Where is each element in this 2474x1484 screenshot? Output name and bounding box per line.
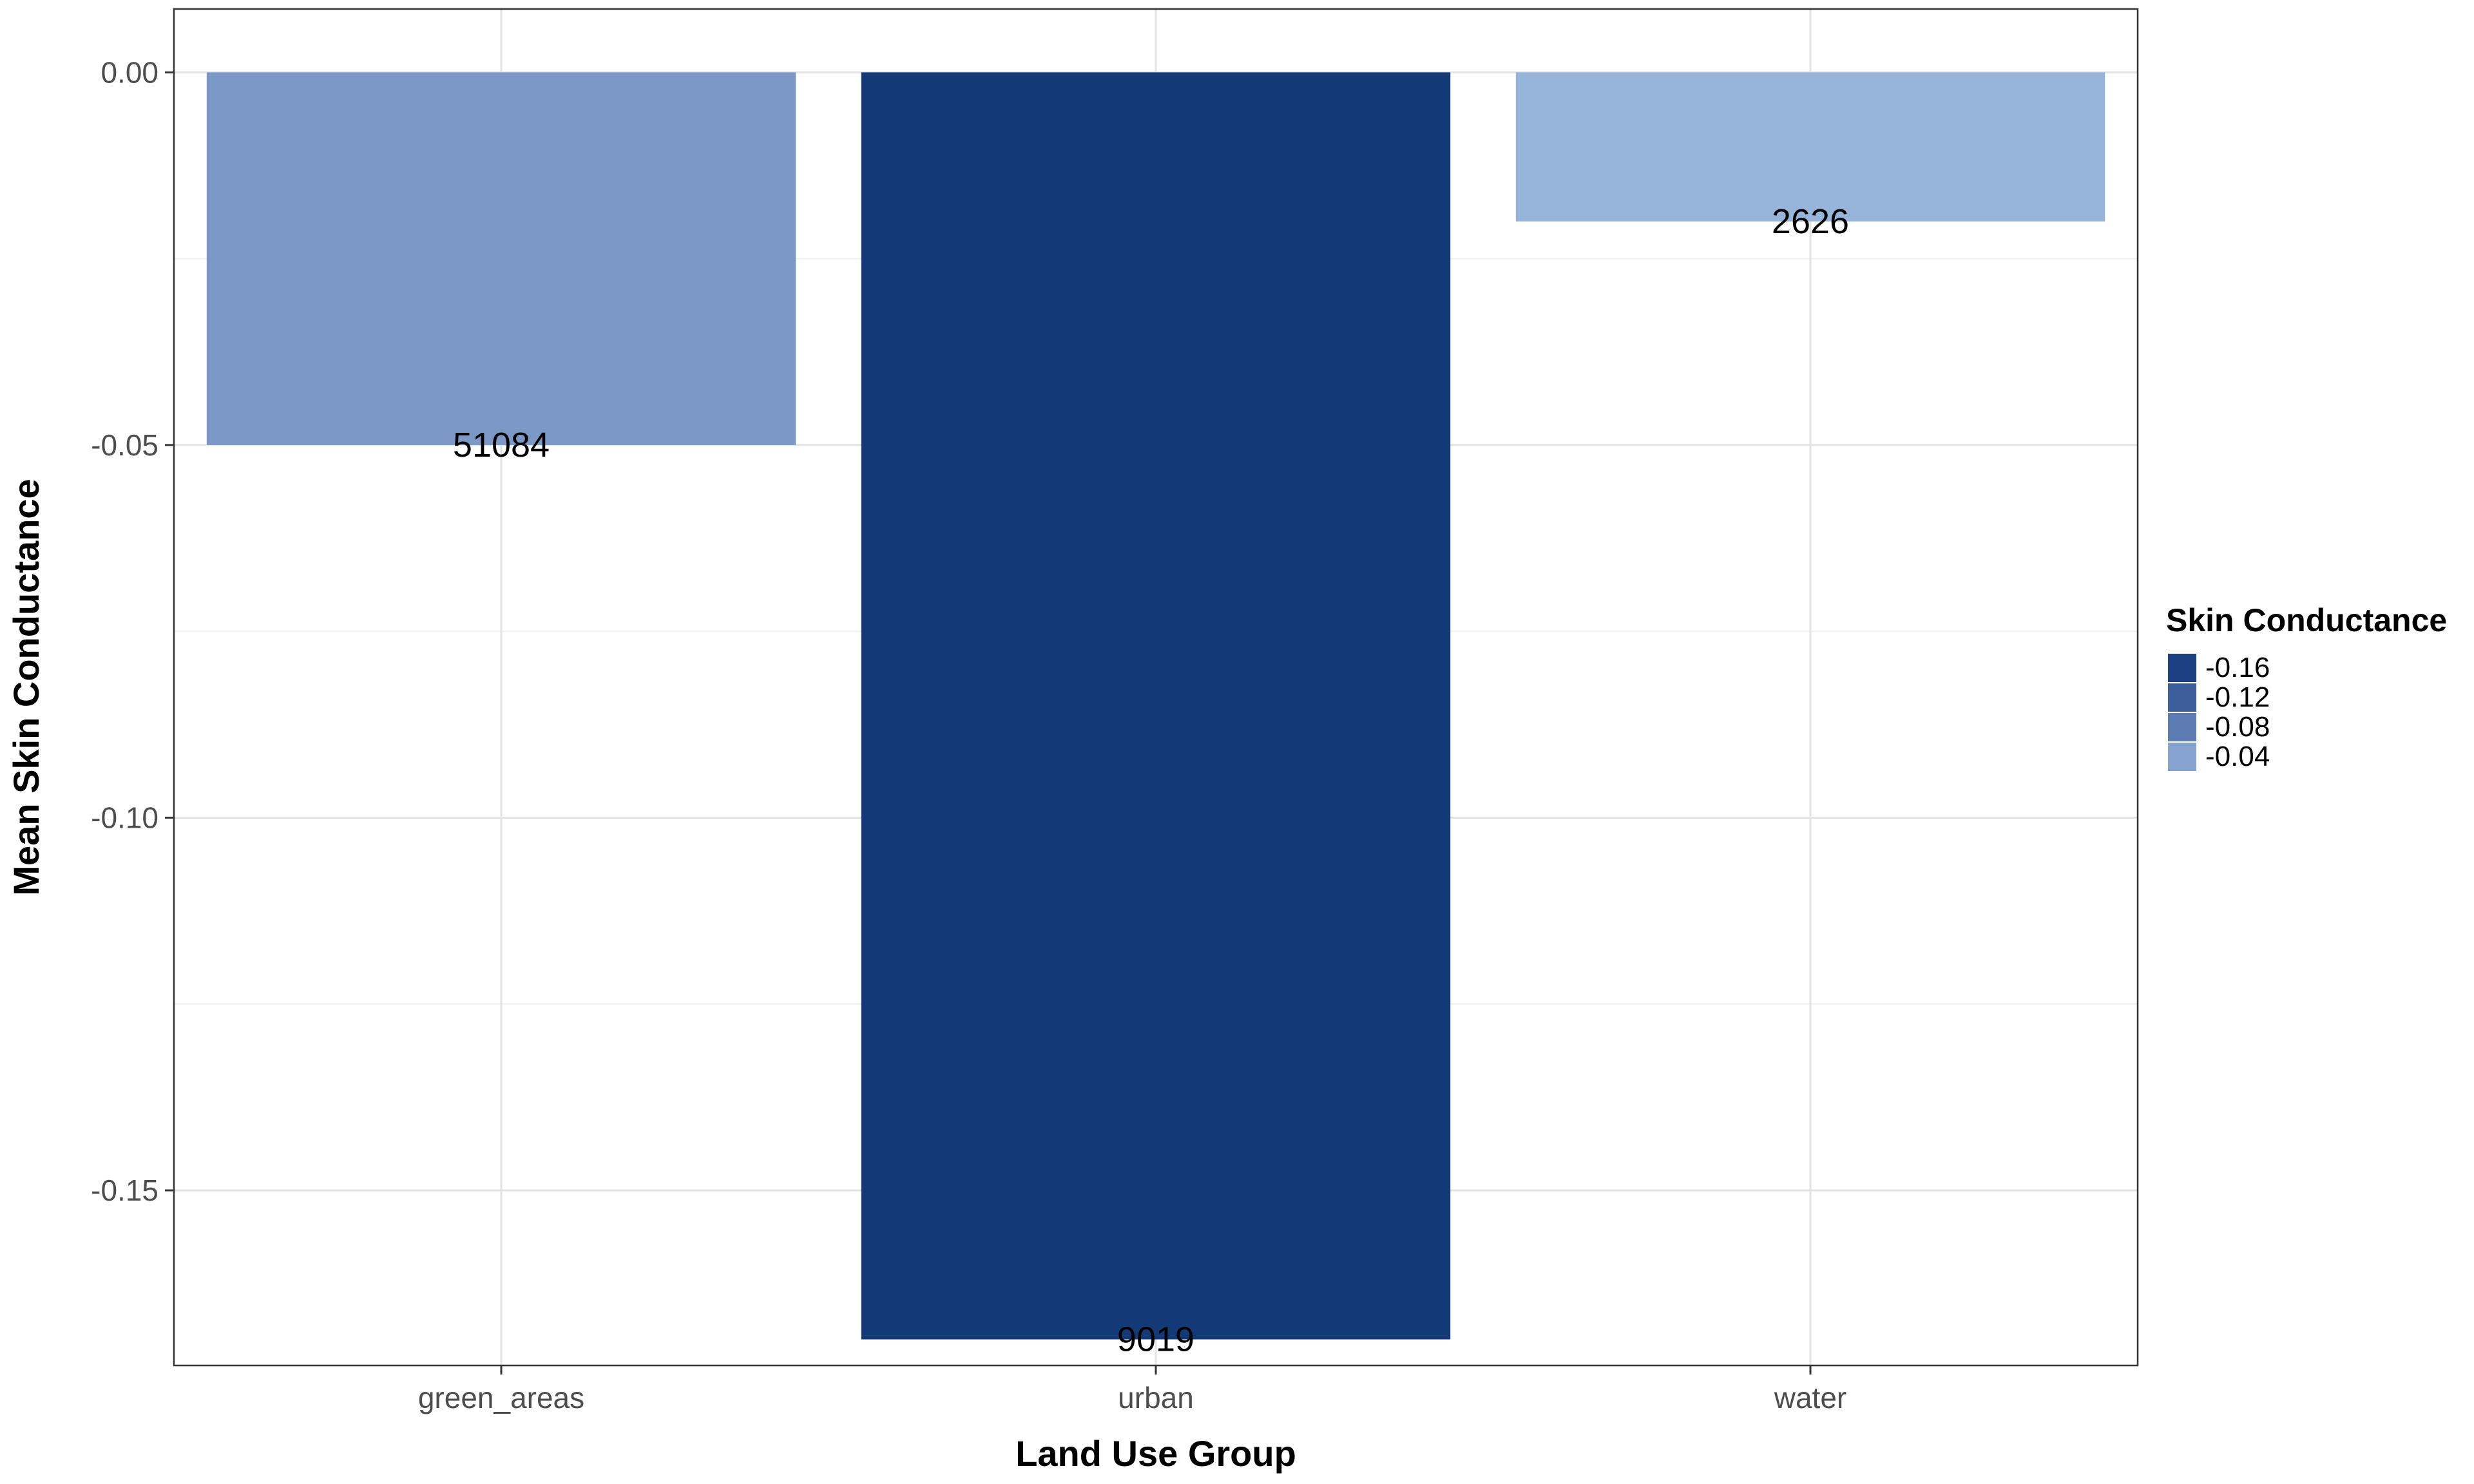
- legend-title: Skin Conductance: [2166, 602, 2447, 638]
- x-tick-label: green_areas: [418, 1381, 584, 1414]
- legend-label: -0.12: [2205, 681, 2270, 713]
- legend-items: -0.16-0.12-0.08-0.04: [2168, 652, 2270, 772]
- legend-label: -0.04: [2205, 741, 2270, 772]
- axes: 0.00 -0.05 -0.10 -0.15 green_areas urban water: [91, 55, 1846, 1414]
- legend-swatch: [2168, 654, 2196, 682]
- legend-swatch: [2168, 683, 2196, 712]
- y-tick-label: -0.05: [91, 428, 158, 462]
- bar-water: [1515, 72, 2105, 222]
- legend-swatch: [2168, 713, 2196, 741]
- bar-value-label: 51084: [453, 426, 550, 464]
- legend-swatch: [2168, 743, 2196, 771]
- legend: Skin Conductance -0.16-0.12-0.08-0.04: [2166, 602, 2447, 772]
- y-tick-label: -0.10: [91, 801, 158, 835]
- legend-label: -0.08: [2205, 711, 2270, 743]
- bar-value-label: 2626: [1772, 202, 1849, 241]
- bar-value-label: 9019: [1117, 1320, 1194, 1359]
- legend-label: -0.16: [2205, 652, 2270, 683]
- x-axis-title: Land Use Group: [1015, 1433, 1296, 1474]
- x-tick-label: urban: [1118, 1381, 1194, 1414]
- bar-green_areas: [206, 72, 796, 445]
- bar-urban: [861, 72, 1451, 1340]
- x-tick-label: water: [1774, 1381, 1846, 1414]
- bar-labels: 51084 9019 2626: [453, 202, 1849, 1359]
- y-axis-title: Mean Skin Conductance: [6, 479, 46, 895]
- y-tick-label: -0.15: [91, 1174, 158, 1207]
- y-tick-label: 0.00: [101, 55, 158, 89]
- bars: [206, 72, 2105, 1340]
